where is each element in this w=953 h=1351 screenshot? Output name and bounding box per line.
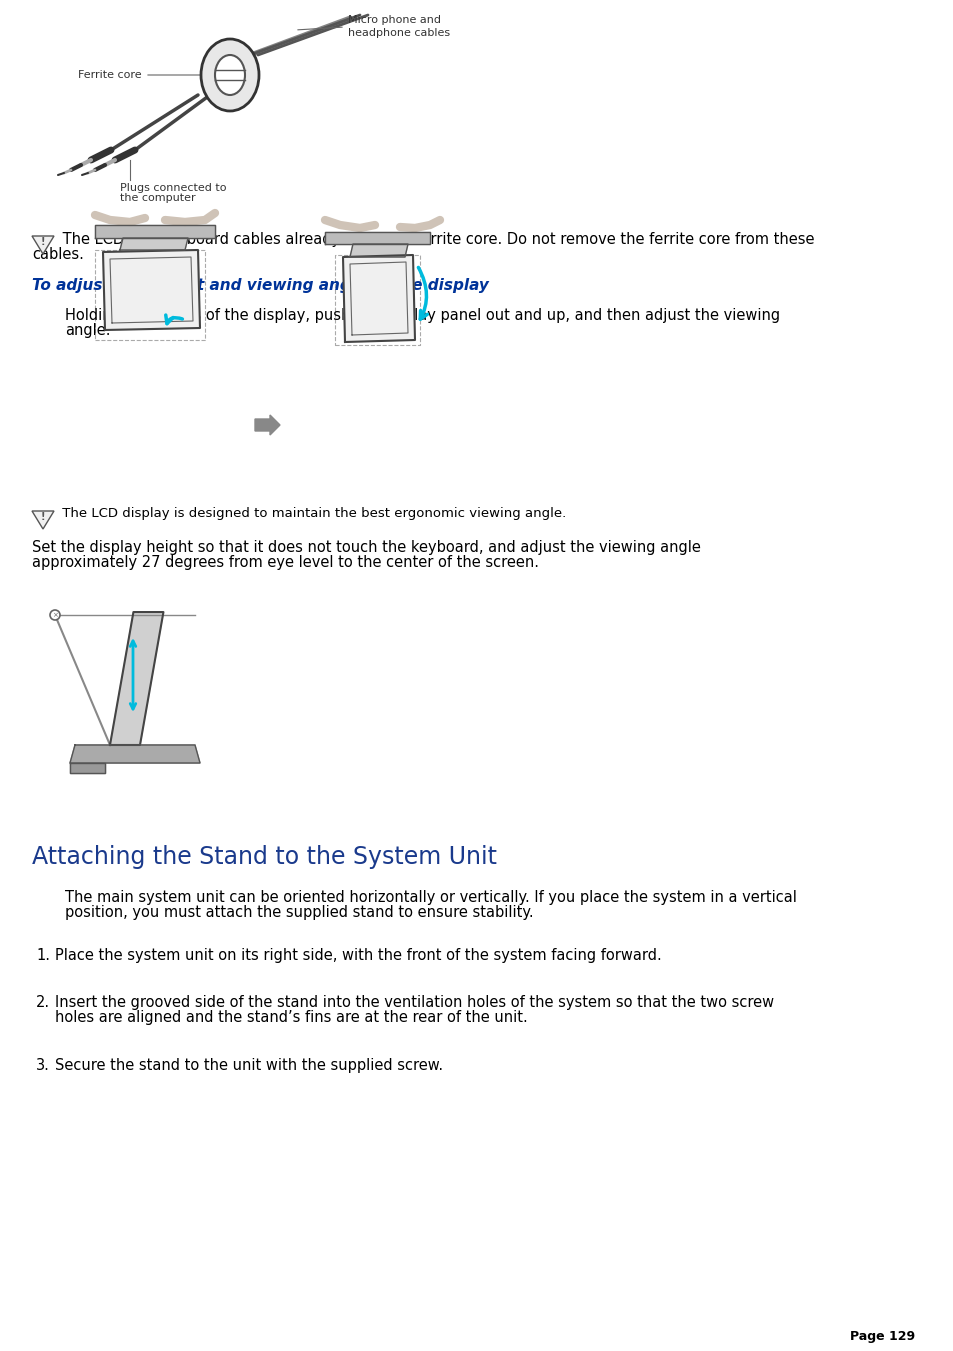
Text: Holding both sides of the display, push the display panel out and up, and then a: Holding both sides of the display, push …	[65, 308, 780, 323]
Text: Insert the grooved side of the stand into the ventilation holes of the system so: Insert the grooved side of the stand int…	[55, 994, 773, 1011]
Text: holes are aligned and the stand’s fins are at the rear of the unit.: holes are aligned and the stand’s fins a…	[55, 1011, 527, 1025]
Text: The main system unit can be oriented horizontally or vertically. If you place th: The main system unit can be oriented hor…	[65, 890, 796, 905]
Text: Set the display height so that it does not touch the keyboard, and adjust the vi: Set the display height so that it does n…	[32, 540, 700, 555]
Text: !: !	[41, 236, 45, 247]
Text: 1.: 1.	[36, 948, 50, 963]
Polygon shape	[254, 415, 280, 435]
Polygon shape	[350, 245, 408, 257]
Polygon shape	[120, 238, 188, 250]
Text: headphone cables: headphone cables	[348, 28, 450, 38]
Polygon shape	[70, 763, 105, 773]
Text: cables.: cables.	[32, 247, 84, 262]
Text: Attaching the Stand to the System Unit: Attaching the Stand to the System Unit	[32, 844, 497, 869]
Polygon shape	[70, 744, 200, 763]
Text: The LCD and keyboard cables already include a ferrite core. Do not remove the fe: The LCD and keyboard cables already incl…	[58, 232, 814, 247]
Text: approximately 27 degrees from eye level to the center of the screen.: approximately 27 degrees from eye level …	[32, 555, 538, 570]
Polygon shape	[32, 236, 54, 254]
Text: To adjust the height and viewing angle of the display: To adjust the height and viewing angle o…	[32, 278, 488, 293]
Text: angle.: angle.	[65, 323, 111, 338]
Text: Micro phone and: Micro phone and	[348, 15, 440, 26]
FancyArrowPatch shape	[166, 315, 182, 324]
FancyArrowPatch shape	[131, 640, 135, 709]
Text: Plugs connected to: Plugs connected to	[120, 182, 226, 193]
FancyBboxPatch shape	[214, 53, 245, 97]
Polygon shape	[103, 250, 200, 330]
Text: Secure the stand to the unit with the supplied screw.: Secure the stand to the unit with the su…	[55, 1058, 442, 1073]
Text: the computer: the computer	[120, 193, 195, 203]
Text: Place the system unit on its right side, with the front of the system facing for: Place the system unit on its right side,…	[55, 948, 661, 963]
Ellipse shape	[201, 39, 258, 111]
Text: The LCD display is designed to maintain the best ergonomic viewing angle.: The LCD display is designed to maintain …	[58, 507, 566, 520]
Circle shape	[50, 611, 60, 620]
Text: Ferrite core: Ferrite core	[78, 70, 142, 80]
Polygon shape	[110, 612, 163, 744]
Text: ×: ×	[52, 612, 58, 617]
Text: 2.: 2.	[36, 994, 50, 1011]
Polygon shape	[343, 255, 415, 342]
Text: !: !	[41, 512, 45, 521]
Text: Page 129: Page 129	[849, 1329, 914, 1343]
Polygon shape	[325, 232, 430, 245]
FancyArrowPatch shape	[418, 267, 427, 319]
Ellipse shape	[214, 55, 245, 95]
Polygon shape	[32, 511, 54, 530]
Text: 3.: 3.	[36, 1058, 50, 1073]
Polygon shape	[95, 226, 214, 238]
Text: position, you must attach the supplied stand to ensure stability.: position, you must attach the supplied s…	[65, 905, 533, 920]
